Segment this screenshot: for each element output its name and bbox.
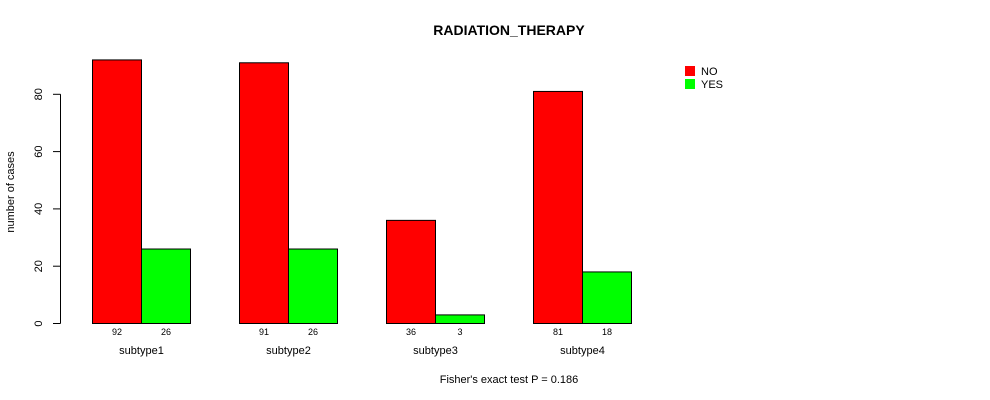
bar-no-subtype2 bbox=[239, 62, 289, 324]
y-tick-label: 40 bbox=[33, 203, 45, 215]
legend-label: NO bbox=[701, 66, 718, 78]
bar-value-label: 18 bbox=[602, 327, 612, 337]
y-axis-label: number of cases bbox=[5, 151, 17, 233]
bar-yes-subtype3 bbox=[435, 314, 485, 324]
category-labels: subtype1 subtype2 subtype3 subtype4 bbox=[119, 345, 605, 357]
category-label: subtype1 bbox=[119, 345, 164, 357]
category-label: subtype3 bbox=[413, 345, 458, 357]
bar-value-label: 26 bbox=[161, 327, 171, 337]
fisher-test-caption: Fisher's exact test P = 0.186 bbox=[440, 374, 579, 386]
bars bbox=[92, 59, 632, 324]
y-axis: 0 20 40 60 80 bbox=[33, 88, 61, 327]
legend-label: YES bbox=[701, 79, 723, 91]
bar-value-label: 81 bbox=[553, 327, 563, 337]
legend-swatch-no bbox=[685, 66, 695, 76]
bar-value-label: 92 bbox=[112, 327, 122, 337]
bar-value-label: 3 bbox=[457, 327, 462, 337]
y-tick-label: 20 bbox=[33, 260, 45, 272]
chart-title: RADIATION_THERAPY bbox=[433, 22, 585, 38]
category-label: subtype4 bbox=[560, 345, 605, 357]
bar-value-label: 36 bbox=[406, 327, 416, 337]
bar-yes-subtype2 bbox=[288, 248, 338, 324]
y-tick-label: 60 bbox=[33, 145, 45, 157]
bar-no-subtype4 bbox=[533, 90, 583, 324]
bar-value-label: 91 bbox=[259, 327, 269, 337]
bar-value-label: 26 bbox=[308, 327, 318, 337]
y-tick-label: 0 bbox=[33, 320, 45, 326]
category-label: subtype2 bbox=[266, 345, 311, 357]
bar-no-subtype1 bbox=[92, 59, 142, 324]
bar-value-labels: 92 26 91 26 36 3 81 18 bbox=[112, 327, 612, 337]
y-tick-label: 80 bbox=[33, 88, 45, 100]
bar-no-subtype3 bbox=[386, 219, 436, 324]
bar-yes-subtype1 bbox=[141, 248, 191, 324]
legend-swatch-yes bbox=[685, 79, 695, 89]
bar-yes-subtype4 bbox=[582, 271, 632, 324]
